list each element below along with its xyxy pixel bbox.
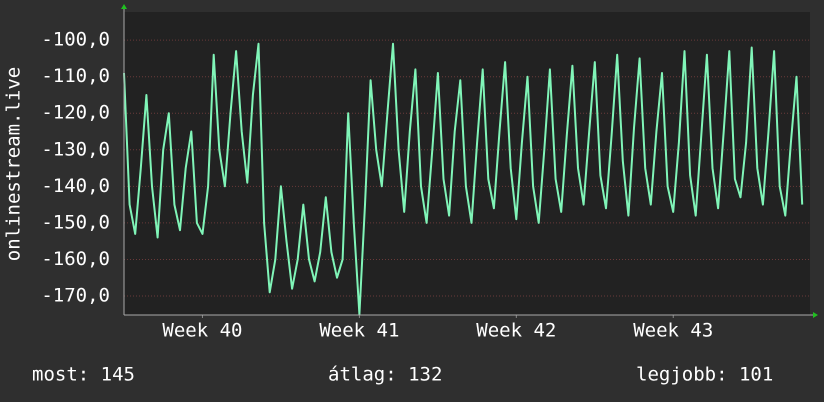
stat-average: átlag: 132 [328,364,442,386]
y-tick-label: -120,0 [41,102,110,124]
x-tick-label: Week 41 [319,320,399,342]
x-tick-label: Week 42 [476,320,556,342]
y-tick-label: -110,0 [41,65,110,87]
stat-current: most: 145 [32,364,135,386]
y-tick-label: -140,0 [41,175,110,197]
x-axis-arrow [813,312,818,318]
data-line [123,42,804,316]
y-tick-label: -170,0 [41,284,110,306]
stat-max: legjobb: 101 [636,364,773,386]
y-axis-label: onlinestream.live [3,67,25,261]
x-tick-label: Week 43 [633,320,713,342]
y-tick-label: -150,0 [41,211,110,233]
y-tick-label: -130,0 [41,138,110,160]
plot-area [124,12,810,315]
y-tick-label: -160,0 [41,248,110,270]
x-tick-label: Week 40 [162,320,242,342]
y-tick-label: -100,0 [41,29,110,51]
y-axis-arrow [121,4,127,9]
